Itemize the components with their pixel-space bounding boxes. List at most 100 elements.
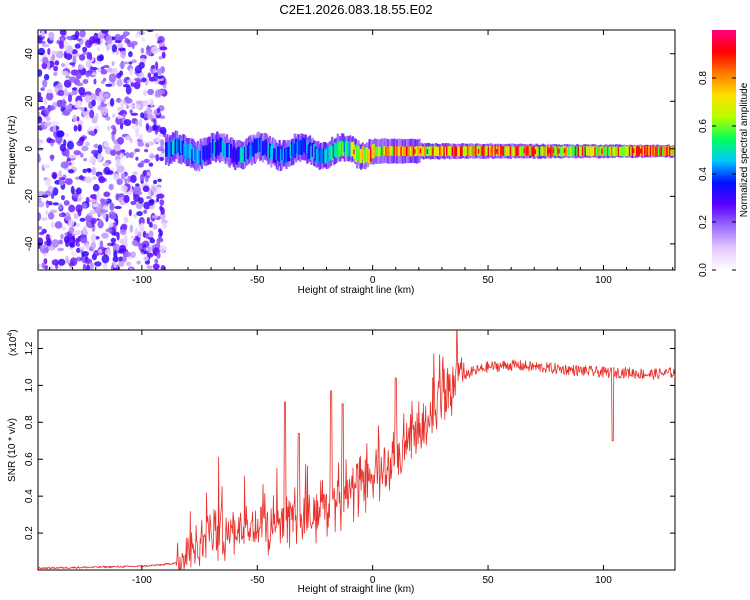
heat-cell [429,146,432,156]
heat-cell [254,139,258,154]
heat-cell [152,223,158,230]
heat-cell [51,193,55,199]
heat-cell [144,148,149,153]
heat-cell [38,69,43,77]
heat-cell [543,146,546,157]
heat-cell [324,149,327,164]
heat-cell [78,54,86,61]
heat-cell [327,146,330,161]
heat-cell [85,60,92,68]
heat-cell [87,168,92,173]
heat-cell [645,146,648,156]
y-tick-label: 40 [24,48,35,60]
heat-cell [123,119,132,127]
heat-cell [383,146,386,156]
heat-cell [75,71,82,80]
heat-cell [451,146,454,156]
heat-cell [73,213,79,220]
heat-cell [148,162,154,167]
heat-cell [624,146,627,156]
heat-cell [72,114,78,122]
heat-cell [261,141,265,156]
heat-cell [275,145,278,160]
heat-cell [450,146,453,156]
heat-cell [670,146,673,156]
heat-cell [140,222,144,230]
heat-cell [597,146,600,156]
heat-cell [468,146,471,156]
heat-cell [566,146,569,157]
heat-cell [58,239,63,245]
heat-cell [435,146,438,156]
heat-cell [473,146,476,156]
heat-cell [525,146,528,156]
heat-cell [527,146,530,156]
heat-cell [80,152,84,158]
heat-cell [43,164,51,169]
heat-cell [45,200,53,205]
heat-cell [459,146,463,157]
heat-cell [116,72,122,79]
heat-cell [567,146,571,157]
heat-cell [263,140,266,155]
heat-cell [339,141,342,156]
heat-cell [76,242,80,248]
heat-cell [110,81,116,86]
heat-cell [43,73,50,81]
heat-cell [455,146,458,156]
heat-cell [651,146,654,157]
heat-cell [143,201,151,210]
heat-cell [267,142,270,158]
heat-cell [139,133,143,141]
heat-cell [100,66,105,70]
snr-multiplier: (x104) [7,329,19,356]
heat-cell [47,212,55,220]
heat-cell [73,125,78,132]
heat-cell [570,146,573,157]
heat-cell [203,147,206,162]
heat-cell [509,146,512,156]
snr-x-label: Height of straight line (km) [298,584,415,595]
heat-cell [649,146,652,156]
snr-series-line [38,330,675,570]
heat-cell [146,171,151,177]
heat-cell [101,30,109,34]
heat-cell [440,146,443,156]
heat-cell [321,148,324,163]
heat-cell [599,146,602,156]
heat-cell [673,146,675,156]
heat-cell [38,212,42,221]
heat-cell [41,217,48,221]
heat-cell [48,32,55,41]
heat-cell [86,51,91,60]
heat-cell [277,146,280,161]
heat-cell [86,264,90,270]
heat-cell [53,65,59,72]
heat-cell [381,146,384,156]
heat-cell [461,146,464,156]
heat-cell [545,146,548,157]
heat-cell [53,72,58,76]
heat-cell [475,146,478,156]
heat-cell [250,141,253,156]
heat-cell [213,140,216,155]
heat-cell [146,114,154,120]
heat-cell [111,132,115,142]
heat-cell [157,193,165,199]
heat-cell [118,256,124,263]
heat-cell [78,107,85,111]
heat-cell [124,178,128,185]
heat-cell [340,140,343,155]
heat-cell [133,186,142,194]
heat-cell [367,149,370,164]
heat-cell [145,123,150,131]
heat-cell [82,263,87,270]
heat-cell [671,146,674,156]
heat-cell [89,156,97,164]
colorbar-tick-label: 0.8 [698,71,709,85]
y-tick-label: 0.2 [24,526,35,540]
heat-cell [336,140,339,155]
heat-cell [498,146,501,156]
heat-cell [559,146,562,157]
heat-cell [138,72,145,80]
